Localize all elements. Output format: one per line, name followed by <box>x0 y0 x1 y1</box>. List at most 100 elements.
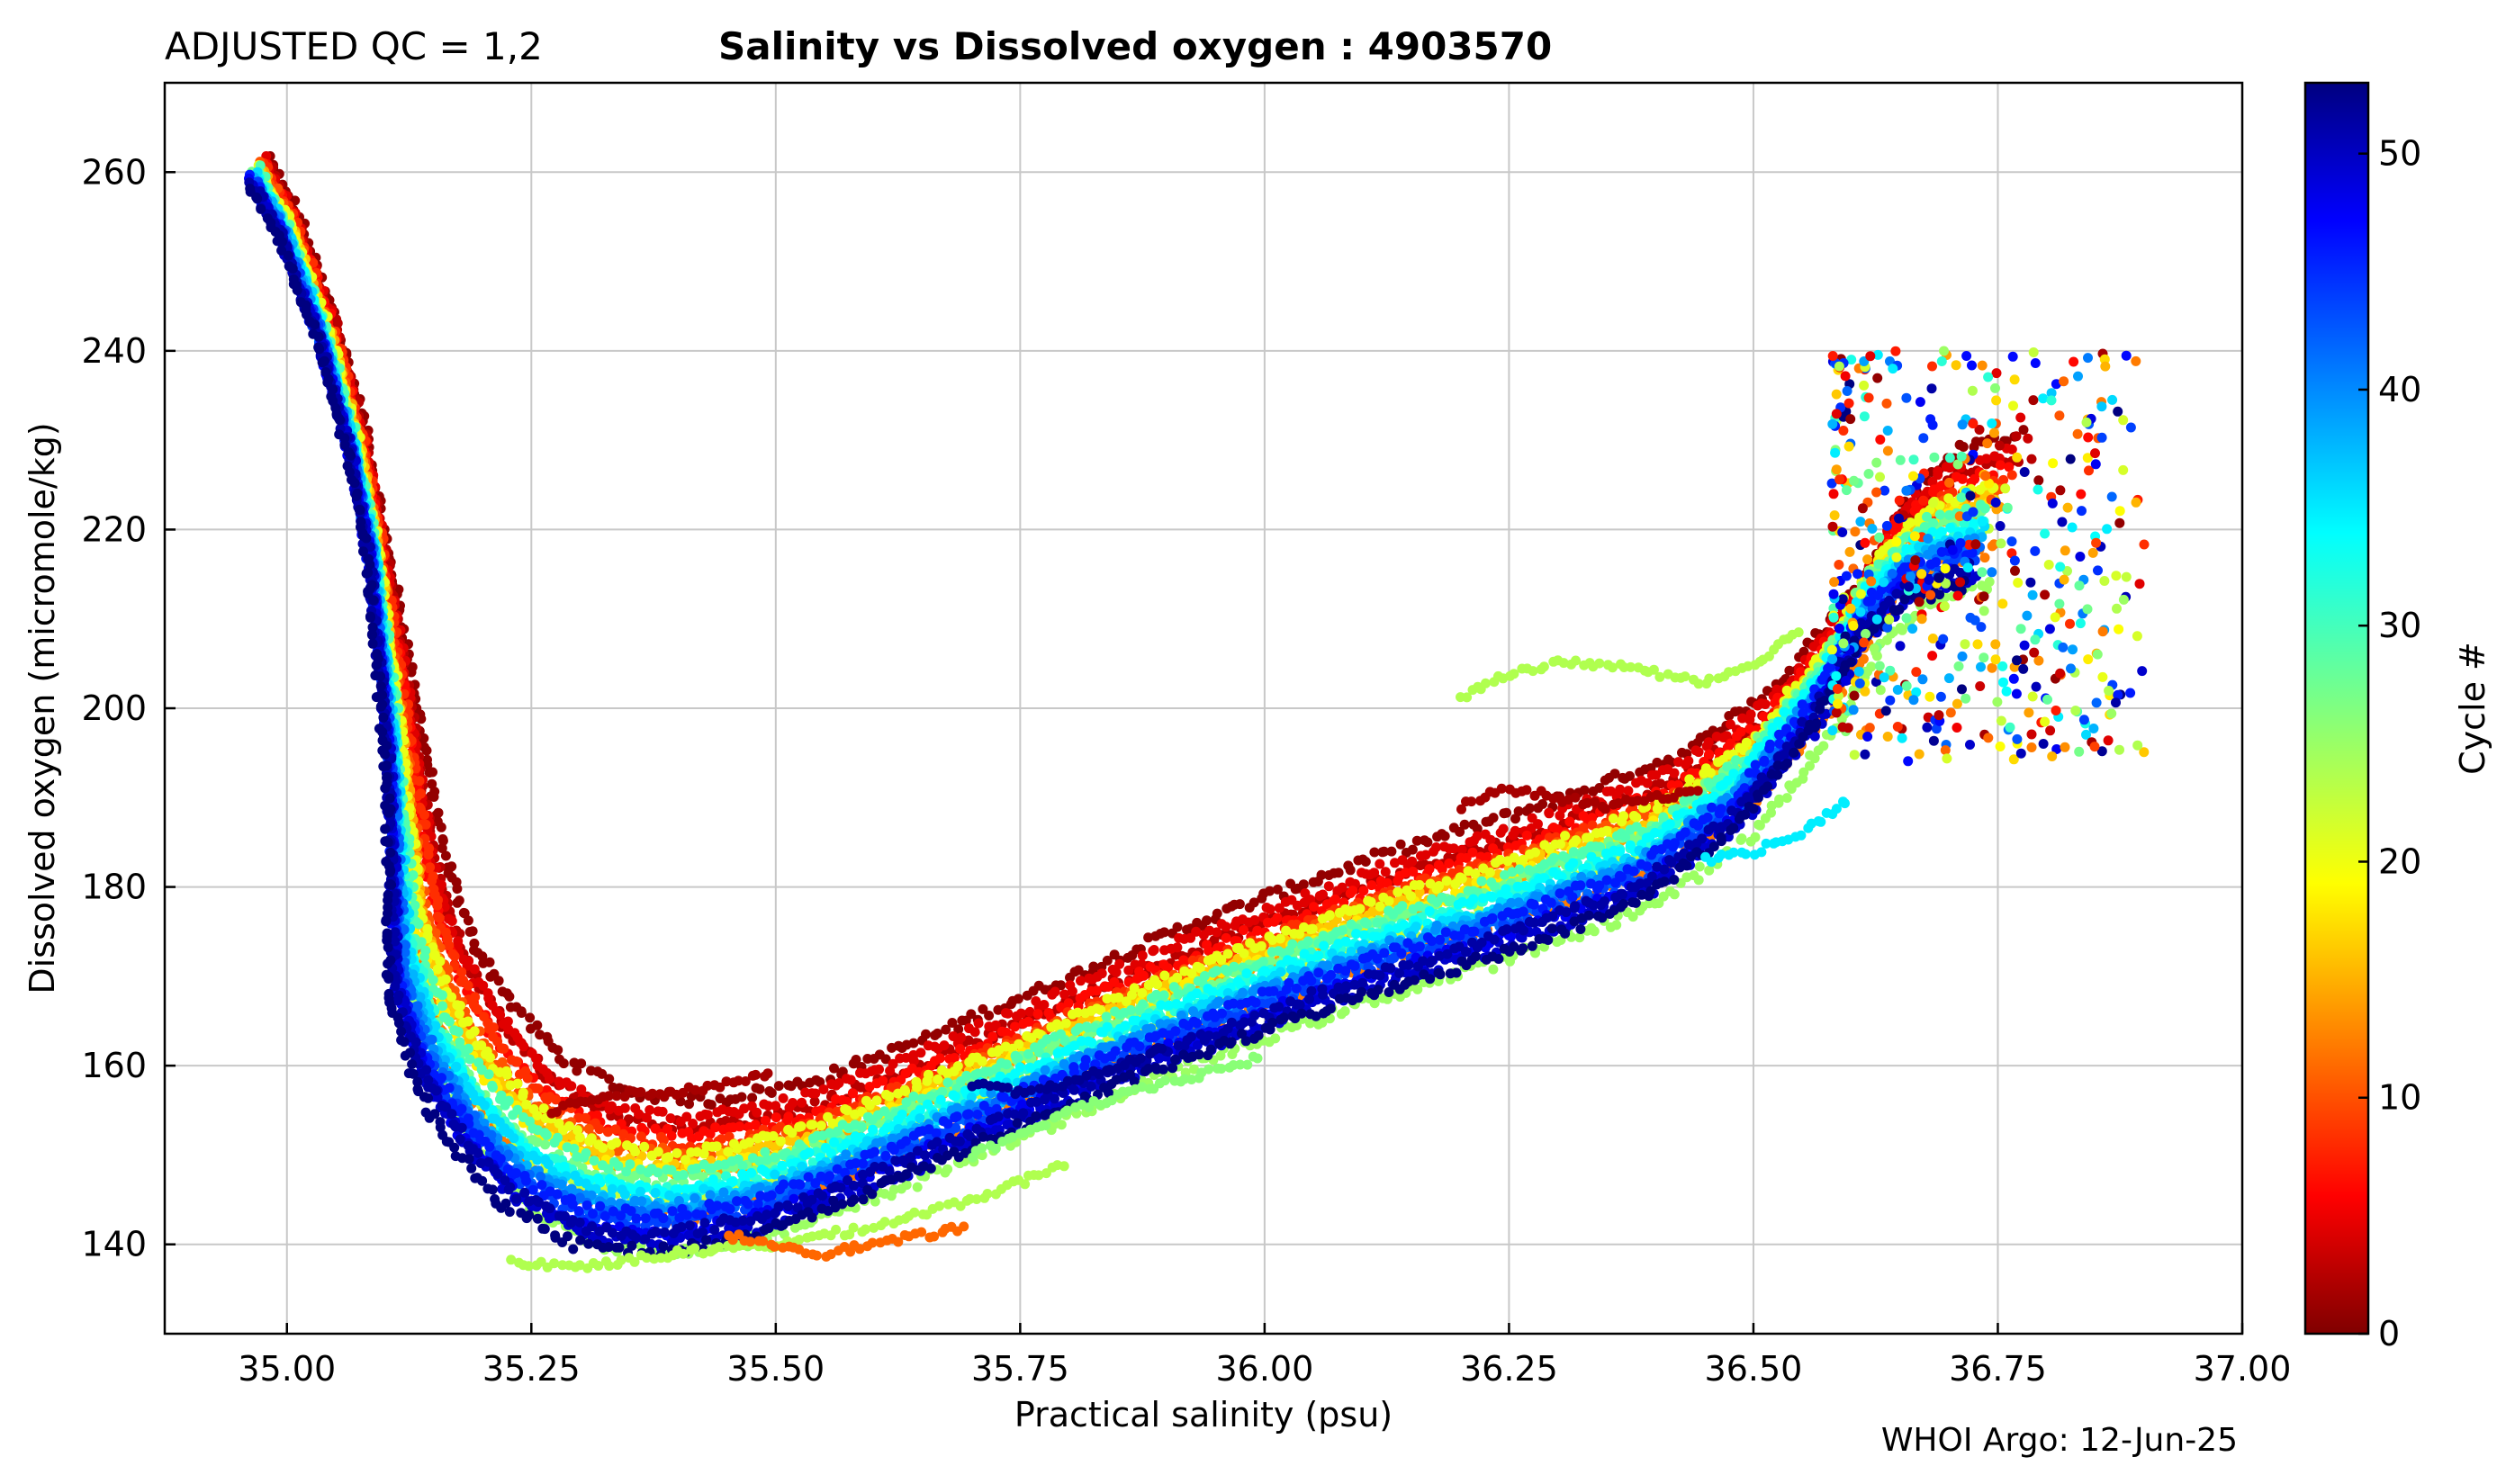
qc-label: ADJUSTED QC = 1,2 <box>165 24 543 68</box>
data-point <box>1979 553 1990 563</box>
data-point <box>2018 425 2029 436</box>
data-point <box>1380 867 1391 877</box>
data-point <box>1265 886 1275 896</box>
data-point <box>739 1103 750 1114</box>
data-point <box>454 895 464 906</box>
data-point <box>963 1035 974 1046</box>
data-point <box>966 1009 977 1020</box>
data-point <box>1431 842 1441 852</box>
data-point <box>1366 896 1376 907</box>
data-point <box>1798 646 1809 657</box>
data-point <box>1274 903 1285 913</box>
data-point <box>1669 768 1680 778</box>
data-point <box>619 1102 630 1113</box>
data-point <box>933 1074 943 1084</box>
data-point <box>1013 994 1023 1004</box>
data-point <box>1631 812 1642 823</box>
data-point <box>436 822 446 832</box>
data-point <box>1382 877 1393 888</box>
data-point <box>1401 868 1411 878</box>
data-point <box>495 1010 506 1021</box>
data-point <box>1060 1018 1071 1029</box>
data-point <box>665 1113 676 1124</box>
data-point <box>1459 819 1470 830</box>
data-point <box>1498 823 1509 834</box>
data-point <box>1123 965 1134 976</box>
data-point <box>576 1058 587 1069</box>
data-point <box>493 976 504 986</box>
data-point <box>1525 803 1535 814</box>
data-point <box>888 1058 898 1069</box>
data-point <box>566 1081 577 1092</box>
data-point <box>1096 968 1107 979</box>
data-point <box>421 745 432 756</box>
data-point <box>1594 783 1605 793</box>
data-point <box>1032 1009 1043 1020</box>
data-point <box>1386 846 1397 857</box>
data-point <box>432 964 443 975</box>
data-point <box>440 850 451 861</box>
data-point <box>723 1147 734 1157</box>
data-point <box>947 1018 958 1028</box>
data-point <box>1741 737 1752 748</box>
data-point <box>470 992 481 1003</box>
data-point <box>1337 882 1348 893</box>
data-point <box>1513 806 1524 816</box>
data-point <box>754 1084 765 1094</box>
data-point <box>1735 726 1746 737</box>
data-point <box>1684 774 1695 785</box>
data-point <box>308 257 319 268</box>
data-point <box>1467 847 1478 858</box>
data-point <box>847 1088 858 1099</box>
data-point <box>1239 925 1248 935</box>
data-point <box>752 1107 762 1118</box>
data-point <box>484 957 495 967</box>
data-point <box>1366 880 1377 891</box>
data-point <box>1137 988 1148 998</box>
data-point <box>420 819 431 830</box>
data-point <box>747 1093 758 1103</box>
data-point <box>1642 778 1653 788</box>
data-point <box>1191 926 1202 937</box>
data-point <box>1369 847 1380 858</box>
data-point <box>488 1022 499 1033</box>
data-point <box>1384 895 1394 906</box>
data-point <box>427 778 437 789</box>
data-point <box>1265 904 1276 914</box>
data-point <box>1933 466 1943 477</box>
data-point <box>458 907 469 918</box>
data-point <box>900 1086 911 1096</box>
data-point <box>908 1038 919 1048</box>
data-point <box>1533 819 1543 830</box>
data-point <box>598 1143 608 1153</box>
data-point <box>1437 864 1447 875</box>
data-point <box>642 1112 652 1123</box>
data-point <box>1995 460 2006 471</box>
data-point <box>1056 980 1067 991</box>
data-point <box>434 913 445 923</box>
data-point <box>456 967 467 977</box>
data-point <box>1015 1008 1026 1019</box>
data-point <box>1222 949 1233 959</box>
data-point <box>1693 747 1704 758</box>
data-point <box>1579 785 1590 796</box>
data-point <box>437 835 448 846</box>
data-point <box>1179 956 1190 967</box>
data-point <box>463 1016 473 1027</box>
data-point <box>419 810 429 820</box>
data-point <box>1721 731 1732 742</box>
data-point <box>645 1105 655 1115</box>
data-point <box>504 991 515 1002</box>
data-point <box>1067 986 1077 996</box>
data-point <box>710 1122 721 1133</box>
data-point <box>1530 847 1540 858</box>
data-point <box>1137 950 1148 961</box>
data-point <box>955 1044 966 1054</box>
data-point <box>1703 737 1714 748</box>
data-point <box>516 1006 527 1017</box>
data-point <box>1615 784 1626 795</box>
data-point <box>702 1110 713 1120</box>
data-point <box>1143 932 1154 943</box>
data-point <box>594 1124 605 1135</box>
data-point <box>1544 808 1555 819</box>
